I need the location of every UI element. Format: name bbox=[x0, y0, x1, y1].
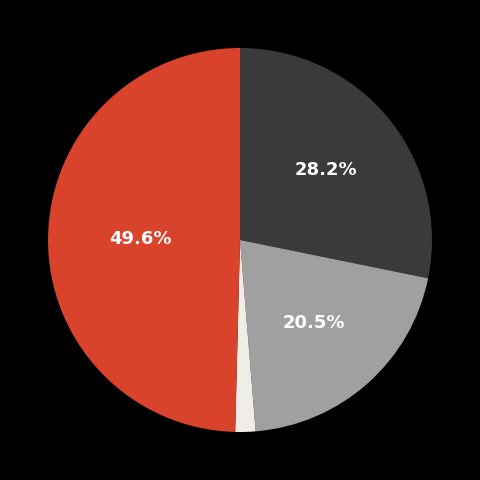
Wedge shape bbox=[48, 48, 240, 432]
Text: 49.6%: 49.6% bbox=[109, 230, 171, 248]
Text: 28.2%: 28.2% bbox=[295, 160, 358, 179]
Text: 20.5%: 20.5% bbox=[283, 314, 345, 332]
Wedge shape bbox=[240, 48, 432, 278]
Wedge shape bbox=[235, 240, 256, 432]
Wedge shape bbox=[240, 240, 428, 432]
